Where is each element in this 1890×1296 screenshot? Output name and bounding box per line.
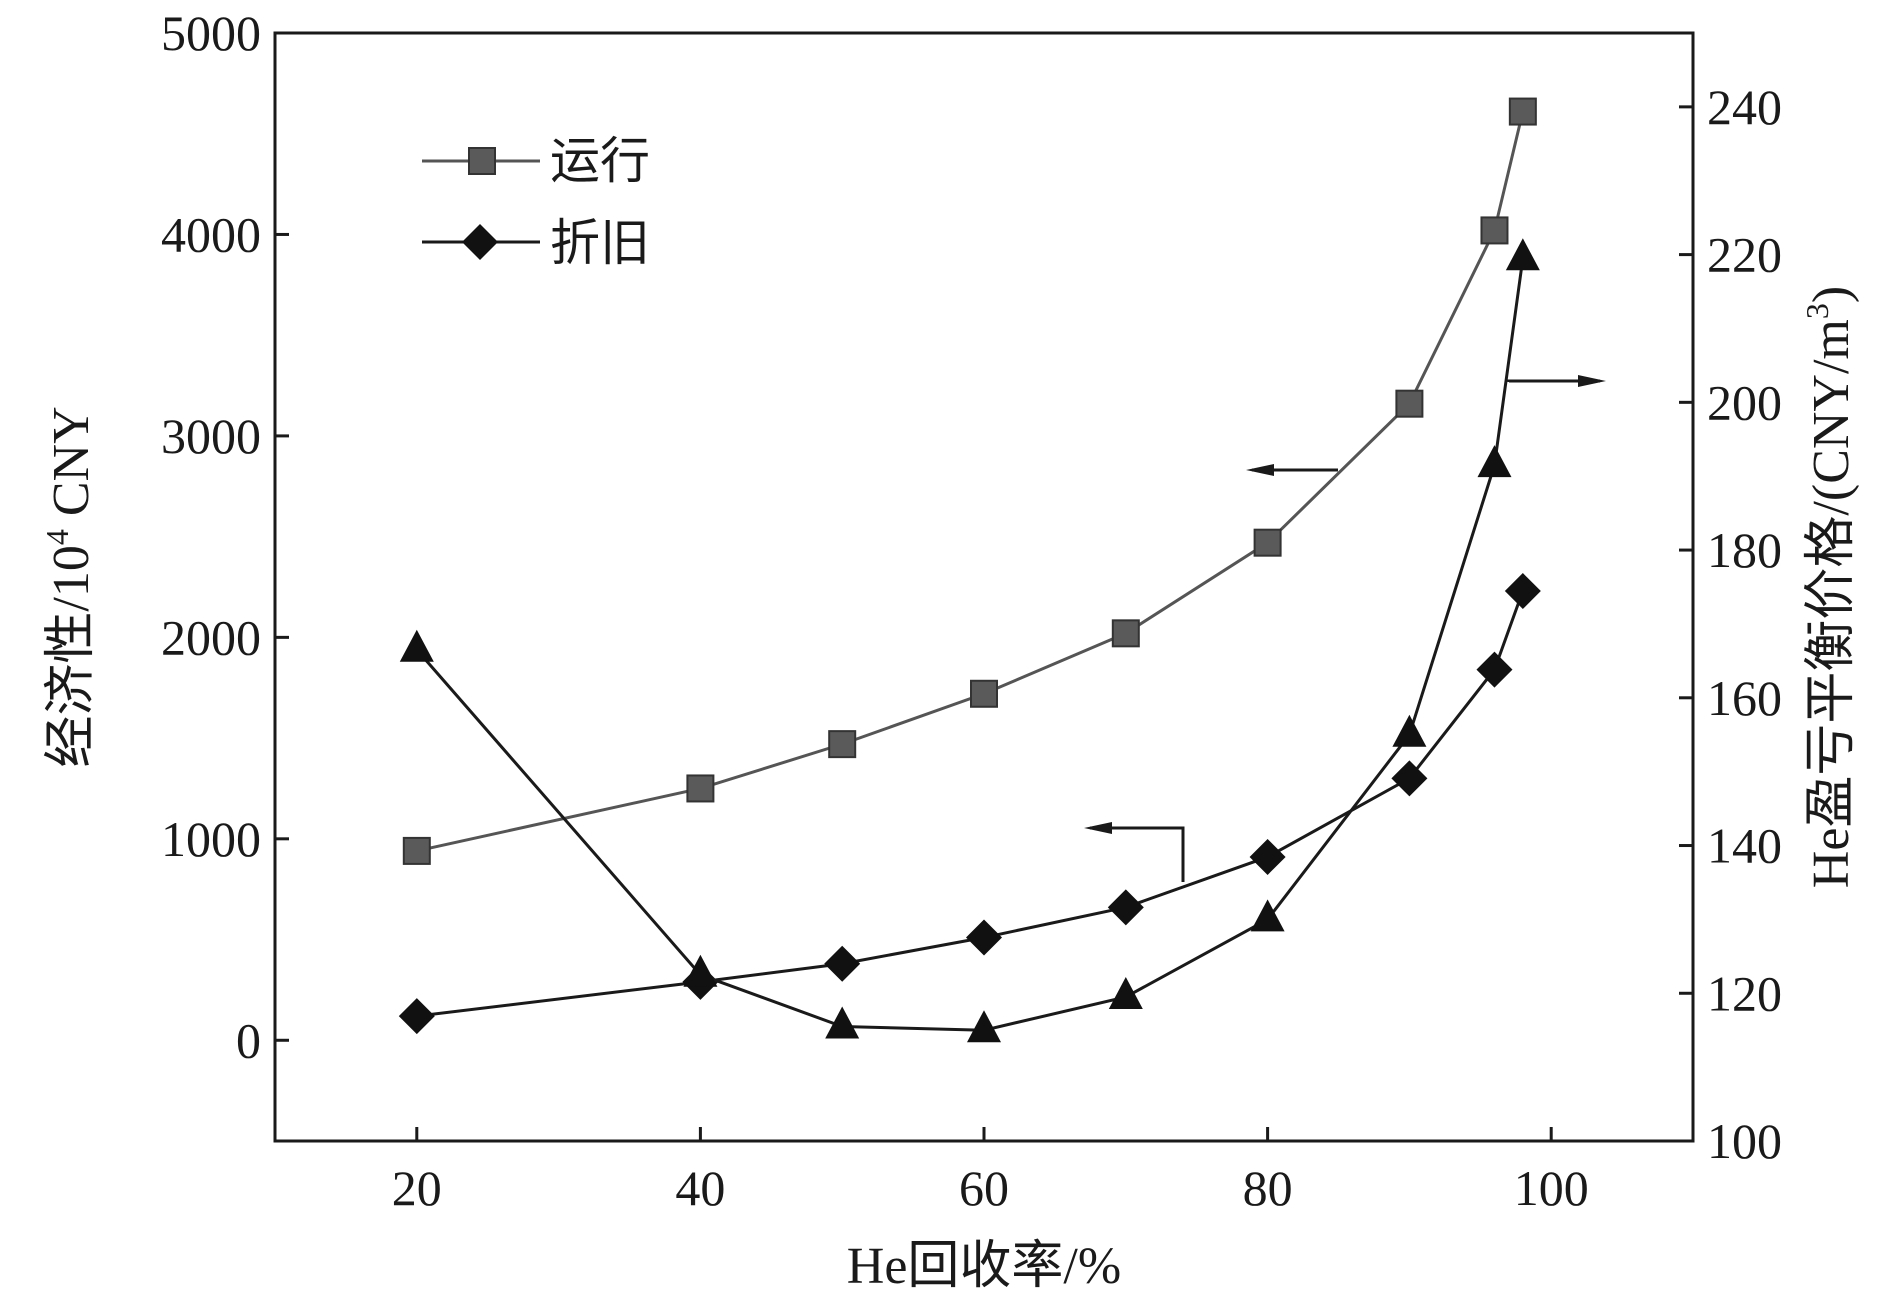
y-left-tick-label: 1000 — [161, 811, 261, 867]
x-tick-label: 20 — [392, 1160, 442, 1216]
data-point-square — [1508, 97, 1537, 126]
x-tick-label: 100 — [1514, 1160, 1589, 1216]
annotation-arrow-head — [1084, 822, 1112, 834]
data-point-square — [970, 679, 998, 708]
legend-item-yunxing: 运行 — [422, 133, 650, 189]
y-left-title-sup: 4 — [39, 529, 75, 545]
data-point-square — [1395, 389, 1424, 418]
plot-frame — [273, 31, 1695, 1143]
data-point-triangle — [1392, 714, 1427, 747]
series-line-triangle — [415, 258, 1525, 1032]
x-tick-label: 60 — [959, 1160, 1009, 1216]
y-right-axis-title: He盈亏平衡价格/(CNY/m3) — [1799, 286, 1860, 888]
data-point-triangle — [683, 954, 718, 987]
y-left-tick-label: 5000 — [161, 5, 261, 61]
x-axis-ticks: 20 40 60 80 100 — [392, 1127, 1589, 1216]
y-right-tick-label: 200 — [1707, 374, 1782, 430]
series-layer — [398, 97, 1541, 1043]
y-left-title-main: 经济性/10 — [43, 545, 100, 767]
data-point-diamond — [1391, 760, 1428, 797]
y-left-tick-label: 4000 — [161, 206, 261, 262]
annotation-arrow-line — [1507, 379, 1600, 383]
x-tick-label: 80 — [1243, 1160, 1293, 1216]
data-point-triangle — [399, 629, 434, 662]
data-point-diamond — [1107, 889, 1144, 926]
y-right-tick-label: 120 — [1707, 965, 1782, 1021]
y-right-tick-label: 180 — [1707, 522, 1782, 578]
y-right-tick-label: 100 — [1707, 1113, 1782, 1169]
data-point-diamond — [966, 919, 1002, 956]
annotation-arrow-head — [1578, 375, 1606, 387]
y-left-title-tail: CNY — [43, 406, 100, 529]
y-right-tick-label: 140 — [1707, 818, 1782, 874]
annotation-arrow-line — [1090, 826, 1185, 882]
annotation-arrows — [1084, 375, 1606, 882]
y-left-tick-label: 0 — [236, 1012, 261, 1068]
data-point-square — [686, 774, 715, 803]
y-right-title-tail: ) — [1803, 286, 1860, 303]
data-point-square — [402, 836, 431, 865]
data-point-square — [828, 730, 857, 759]
data-point-diamond — [1249, 838, 1286, 875]
legend-label-zhejiu: 折旧 — [550, 215, 650, 271]
y-right-tick-label: 240 — [1707, 79, 1782, 135]
data-point-square — [1253, 528, 1282, 557]
y-right-axis-ticks: 100 120 140 160 180 200 220 240 — [1679, 79, 1782, 1169]
y-right-title-sup: 3 — [1799, 303, 1835, 319]
data-point-square — [1111, 619, 1140, 648]
y-left-axis-title: 经济性/104 CNY — [39, 406, 100, 767]
data-point-diamond — [398, 998, 435, 1035]
data-point-triangle — [1108, 976, 1143, 1009]
data-point-diamond — [1476, 651, 1513, 688]
y-right-tick-label: 220 — [1707, 227, 1782, 283]
data-point-triangle — [1505, 238, 1540, 271]
legend: 运行 折旧 — [422, 133, 650, 271]
data-point-triangle — [1477, 445, 1512, 478]
y-right-title-main: He盈亏平衡价格/(CNY/m — [1803, 319, 1860, 888]
data-point-diamond — [1504, 573, 1541, 610]
y-left-tick-label: 3000 — [161, 408, 261, 464]
annotation-arrow-head — [1246, 464, 1274, 476]
data-point-square — [1480, 216, 1509, 245]
data-point-triangle — [825, 1006, 860, 1039]
x-tick-label: 40 — [675, 1160, 725, 1216]
y-left-axis-ticks: 0 1000 2000 3000 4000 5000 — [161, 5, 289, 1068]
x-axis-title: He回收率/% — [847, 1238, 1121, 1295]
legend-marker-diamond — [462, 224, 498, 260]
y-left-tick-label: 2000 — [161, 609, 261, 665]
legend-label-yunxing: 运行 — [550, 133, 650, 189]
data-point-triangle — [967, 1010, 1001, 1043]
legend-item-zhejiu: 折旧 — [422, 215, 650, 271]
legend-marker-square — [468, 147, 496, 175]
y-right-tick-label: 160 — [1707, 670, 1782, 726]
data-point-diamond — [824, 945, 861, 982]
data-point-triangle — [1250, 899, 1285, 932]
